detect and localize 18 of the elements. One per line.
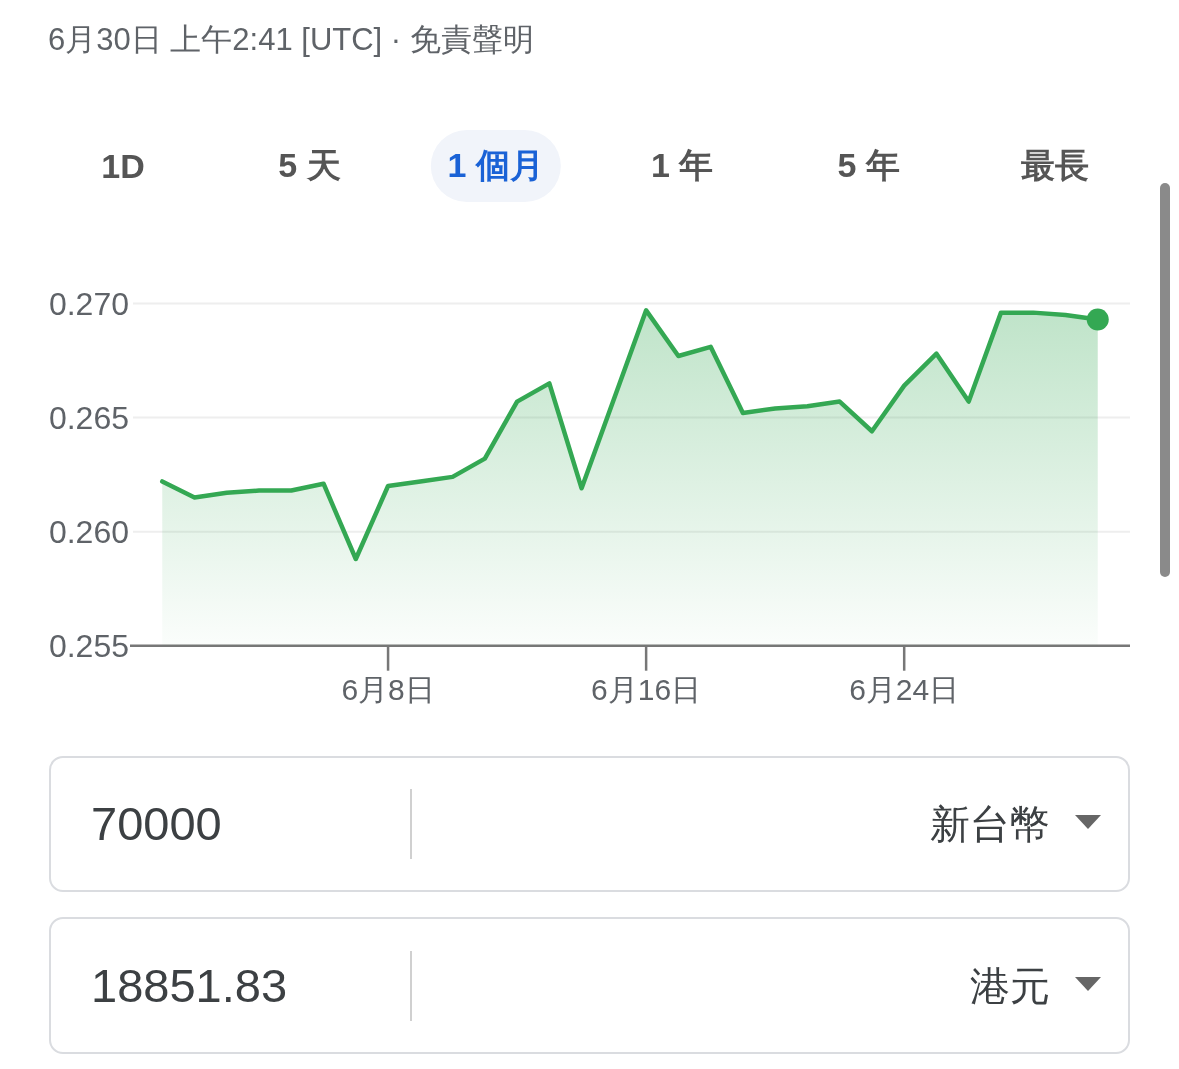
- y-tick-label: 0.260: [48, 513, 129, 550]
- tab: 1 年: [634, 130, 731, 202]
- x-tick-label: 6月8日: [341, 673, 435, 707]
- y-tick-label: 0.265: [48, 399, 129, 436]
- header: 6月30日 上午2:41 [UTC] · 免責聲明: [48, 21, 534, 59]
- tab: 5 年: [820, 130, 917, 202]
- y-tick-label: 0.270: [48, 285, 129, 322]
- tab: 5 天: [261, 130, 358, 202]
- amount: 18851.83: [91, 957, 288, 1014]
- amount: 70000: [91, 796, 222, 852]
- x-tick-label: 6月16日: [591, 673, 702, 707]
- tab: 1 個月: [430, 130, 561, 202]
- currency: 新台幣: [930, 801, 1050, 848]
- tab: 最長: [1004, 130, 1106, 202]
- currency: 港元: [970, 962, 1050, 1010]
- tab: 1D: [84, 130, 162, 202]
- y-tick-label: 0.255: [48, 627, 129, 664]
- x-tick-label: 6月24日: [849, 673, 960, 707]
